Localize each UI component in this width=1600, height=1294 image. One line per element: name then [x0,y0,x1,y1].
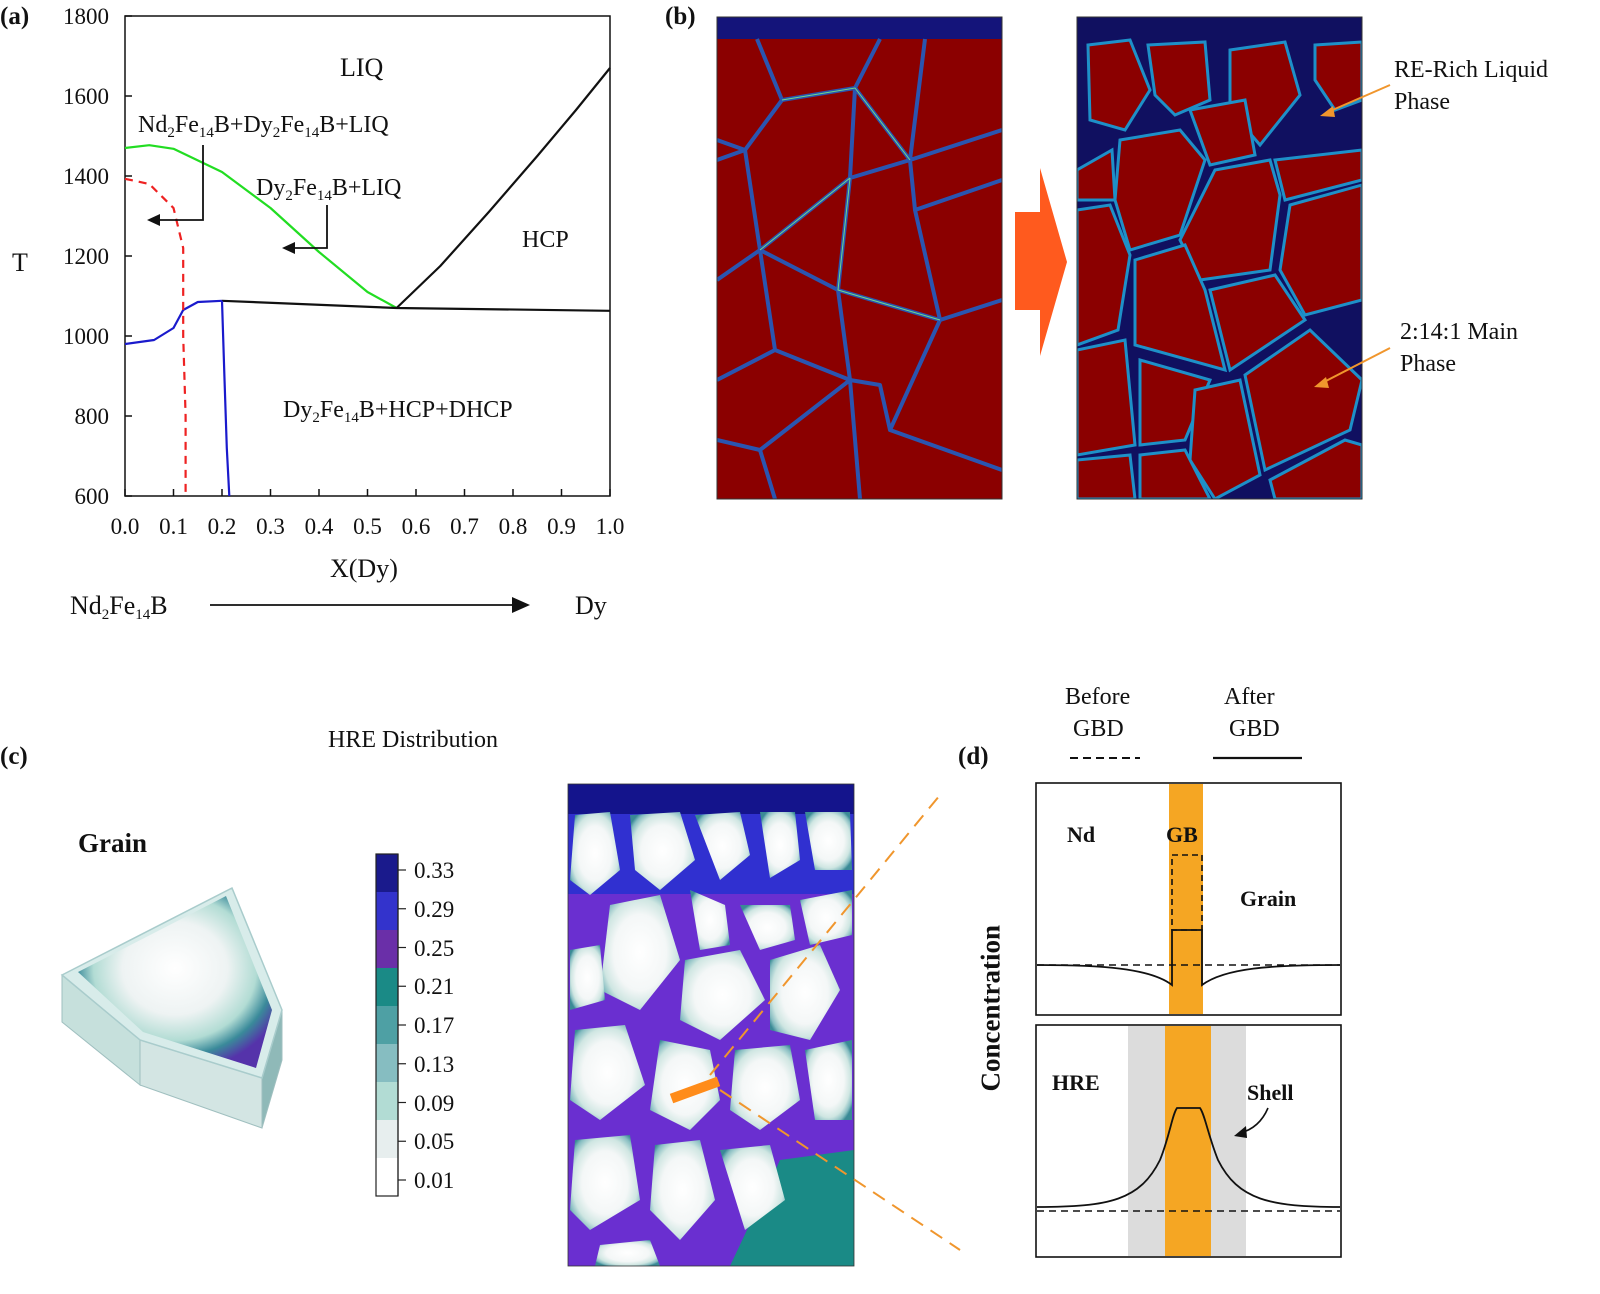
y-tick-label: 1800 [63,4,109,29]
x-tick-label: 0.5 [353,514,382,539]
y-tick-label: 1400 [63,164,109,189]
panel-c-label: (c) [0,743,28,770]
annotation-arrow-main [1321,347,1391,384]
hre-after-curve [1036,1107,1341,1208]
colorbar [376,854,406,1197]
legend-before-line2: GBD [1073,716,1124,742]
phase-boundary-0 [124,144,398,309]
phase-boundary-3 [124,299,223,346]
hre-map [568,784,854,1266]
gb-label: GB [1166,822,1198,847]
colorbar-segment [376,1006,398,1045]
composition-to: Dy [575,591,607,620]
x-tick-label: 0.6 [401,514,431,539]
legend-after-line1: After [1224,684,1275,710]
nd-after-curve [1036,929,1341,987]
phase-boundary-4 [220,300,231,497]
gb-band-bottom [1165,1026,1211,1256]
shell-label: Shell [1247,1080,1294,1105]
y-tick-label: 800 [74,404,110,429]
x-axis-label: X(Dy) [330,554,398,583]
microstructure-before [717,17,1002,499]
colorbar-segment [376,930,398,969]
colorbar-segment [376,1120,398,1159]
colorbar-segment [376,968,398,1007]
x-tick-label: 0.0 [110,514,140,539]
x-tick-label: 1.0 [595,514,625,539]
colorbar-label: 0.29 [414,896,455,922]
composition-from: Nd2Fe14B [70,591,168,623]
grain-label: Grain [78,828,148,858]
region-liq: LIQ [340,53,384,82]
panel-c-title: HRE Distribution [328,727,499,753]
region-nd-dy-liq: Nd2Fe14B+Dy2Fe14B+LIQ [138,112,389,141]
x-tick-label: 0.3 [256,514,285,539]
grain-3d [60,886,283,1129]
y-tick-label: 600 [74,484,110,509]
nd-label: Nd [1067,822,1096,847]
hre-distribution-graphics [60,783,961,1267]
microstructure-after [1077,17,1362,499]
x-tick-label: 0.7 [450,514,479,539]
colorbar-label: 0.25 [414,935,455,961]
phase-diagram [124,15,611,497]
line-probe [669,1076,721,1104]
phase-boundary-2 [221,299,611,312]
region-hcp: HCP [522,227,569,253]
x-tick-label: 0.9 [547,514,576,539]
colorbar-segment [376,854,398,893]
colorbar-label: 0.01 [414,1168,455,1193]
panel-d-label: (d) [958,743,989,770]
hre-label: HRE [1052,1070,1100,1095]
annotation-liquid-line2: Phase [1394,89,1450,115]
grain-profile-label: Grain [1240,886,1297,911]
colorbar-segment [376,1158,398,1197]
y-tick-label: 1600 [63,84,109,109]
colorbar-segment [376,1044,398,1083]
colorbar-label: 0.13 [414,1051,455,1077]
annotation-liquid-line1: RE-Rich Liquid [1394,57,1548,83]
zoom-line-bottom [719,1089,961,1251]
process-arrow [1015,168,1067,356]
x-tick-label: 0.1 [159,514,188,539]
annotation-main-line2: Phase [1400,351,1456,377]
y-tick-label: 1000 [63,324,109,349]
colorbar-segment [376,1082,398,1121]
colorbar-segment [376,892,398,931]
colorbar-label: 0.05 [414,1129,455,1155]
arrow-nd-region-head [147,214,160,226]
composition-arrow [210,597,530,613]
y-axis-label: T [12,248,28,277]
y-tick-label: 1200 [63,244,109,269]
x-tick-label: 0.2 [207,514,237,539]
legend-after-line2: GBD [1229,716,1280,742]
microstructure-images [716,16,1391,500]
colorbar-label: 0.17 [414,1013,455,1038]
x-tick-label: 0.4 [304,514,334,539]
phase-boundary-5 [124,177,187,496]
phase-boundary-1 [395,67,611,309]
annotation-arrow-liquid [1327,84,1391,113]
colorbar-label: 0.33 [414,858,455,883]
zoom-line-top [709,794,941,1076]
colorbar-label: 0.09 [414,1090,455,1116]
arrow-dy-region [290,205,328,249]
annotation-main-line1: 2:14:1 Main [1400,319,1518,345]
panel-b-label: (b) [665,3,696,30]
legend-before-line1: Before [1065,684,1131,710]
panel-a-label: (a) [0,3,30,30]
colorbar-label: 0.21 [414,974,455,1000]
arrow-dy-region-head [282,242,295,254]
region-bottom: Dy2Fe14B+HCP+DHCP [283,397,513,426]
arrow-nd-region [155,145,204,221]
gb-band-top [1169,784,1203,1014]
region-dy-liq: Dy2Fe14B+LIQ [256,175,402,204]
concentration-axis-label: Concentration [975,925,1006,1092]
x-tick-label: 0.8 [498,514,528,539]
